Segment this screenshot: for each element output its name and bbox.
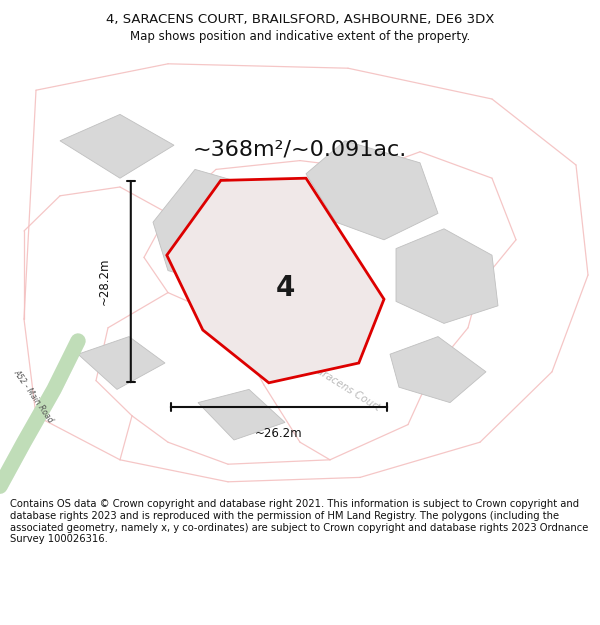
Text: ~368m²/~0.091ac.: ~368m²/~0.091ac.	[193, 139, 407, 159]
Text: Contains OS data © Crown copyright and database right 2021. This information is : Contains OS data © Crown copyright and d…	[10, 499, 589, 544]
Polygon shape	[306, 141, 438, 240]
Polygon shape	[153, 169, 294, 288]
Text: Saracens Court: Saracens Court	[308, 362, 382, 413]
Polygon shape	[60, 114, 174, 178]
Text: 4, SARACENS COURT, BRAILSFORD, ASHBOURNE, DE6 3DX: 4, SARACENS COURT, BRAILSFORD, ASHBOURNE…	[106, 14, 494, 26]
Polygon shape	[198, 389, 285, 440]
Text: A52 - Main Road: A52 - Main Road	[11, 368, 55, 424]
Text: ~26.2m: ~26.2m	[255, 427, 303, 440]
Polygon shape	[78, 337, 165, 389]
Polygon shape	[390, 337, 486, 402]
Text: 4: 4	[275, 274, 295, 302]
Polygon shape	[167, 178, 384, 382]
Text: Map shows position and indicative extent of the property.: Map shows position and indicative extent…	[130, 30, 470, 42]
Polygon shape	[396, 229, 498, 323]
Text: ~28.2m: ~28.2m	[97, 258, 110, 306]
